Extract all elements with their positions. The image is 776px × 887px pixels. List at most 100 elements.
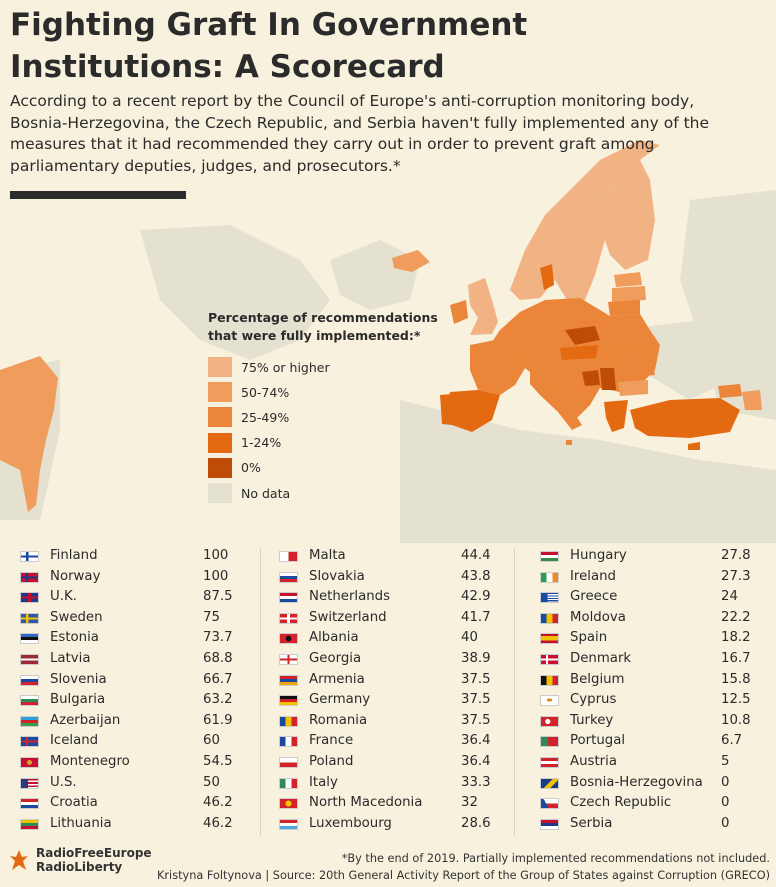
country-name: Austria	[570, 754, 617, 769]
legend-item: No data	[208, 483, 290, 503]
uk-flag-icon	[20, 592, 39, 604]
region-serbia	[600, 368, 616, 390]
country-value: 12.5	[721, 692, 751, 708]
country-name: Hungary	[570, 548, 627, 563]
table-row: Bulgaria 63.2	[20, 690, 260, 711]
table-row: Italy 33.3	[279, 773, 519, 794]
title-underline	[10, 191, 186, 199]
country-name: Greece	[570, 589, 618, 605]
country-name: Bosnia-Herzegovina	[570, 774, 703, 790]
country-value: 0	[721, 815, 730, 831]
moldova-flag-icon	[540, 612, 559, 624]
table-row: Slovenia 66.7	[20, 670, 260, 691]
footnote: *By the end of 2019. Partially implement…	[341, 852, 770, 865]
region-finland	[605, 160, 655, 270]
country-name: Romania	[309, 712, 368, 728]
armenia-flag-icon	[279, 674, 298, 686]
source-credit: Kristyna Foltynova | Source: 20th Genera…	[157, 869, 770, 882]
cyprus-flag-icon	[540, 695, 559, 707]
region-latvia	[612, 286, 646, 302]
azerbaijan-flag-icon	[20, 715, 39, 727]
region-bosnia	[582, 370, 600, 386]
region-czech	[565, 326, 600, 345]
table-row: Bosnia-Herzegovina 0	[540, 773, 776, 794]
country-value: 100	[203, 548, 229, 563]
country-value: 46.2	[203, 815, 233, 831]
bulgaria-flag-icon	[20, 695, 39, 707]
country-name: Netherlands	[309, 589, 391, 605]
netherlands-flag-icon	[279, 592, 298, 604]
country-value: 28.6	[461, 815, 491, 831]
switzerland-flag-icon	[279, 612, 298, 624]
country-name: Estonia	[50, 630, 99, 646]
country-value: 54.5	[203, 754, 233, 769]
country-value: 36.4	[461, 733, 491, 749]
legend-swatch	[208, 407, 232, 428]
region-estonia	[614, 272, 642, 287]
legend-swatch	[208, 457, 232, 478]
table-row: Cyprus 12.5	[540, 690, 776, 711]
poland-flag-icon	[279, 757, 298, 768]
table-row: Greece 24	[540, 587, 776, 608]
legend-label: 75% or higher	[241, 359, 330, 375]
legend-swatch	[208, 483, 232, 503]
logo-line-2: RadioLiberty	[36, 860, 123, 874]
country-value: 0	[721, 795, 730, 811]
region-spain	[448, 390, 500, 432]
country-name: Moldova	[570, 609, 626, 625]
serbia-flag-icon	[540, 818, 559, 830]
ireland-flag-icon	[540, 571, 559, 583]
country-value: 68.8	[203, 651, 233, 666]
lithuania-flag-icon	[20, 818, 39, 830]
italy-flag-icon	[279, 777, 298, 789]
rferl-logo: RadioFreeEurope RadioLiberty	[8, 846, 152, 874]
europe-map	[0, 140, 776, 543]
country-name: Azerbaijan	[50, 712, 121, 728]
region-cyprus	[688, 442, 700, 450]
greece-flag-icon	[540, 592, 559, 604]
country-value: 0	[721, 774, 730, 790]
country-name: Slovenia	[50, 671, 107, 687]
country-name: Turkey	[570, 712, 614, 728]
legend-label: 0%	[241, 460, 261, 476]
turkey-flag-icon	[540, 715, 559, 727]
country-name: Slovakia	[309, 568, 365, 584]
legend-swatch	[208, 432, 232, 453]
north-macedonia-flag-icon	[279, 798, 298, 810]
region-austria	[560, 345, 598, 360]
luxembourg-flag-icon	[279, 818, 298, 830]
malta-flag-icon	[279, 551, 298, 562]
sweden-flag-icon	[20, 612, 39, 624]
belgium-flag-icon	[540, 674, 559, 686]
no-data-land	[0, 190, 776, 543]
country-value: 33.3	[461, 774, 491, 790]
region-azerbaijan	[742, 390, 762, 410]
table-row: Switzerland 41.7	[279, 608, 519, 629]
region-us	[0, 356, 58, 512]
country-value: 41.7	[461, 609, 491, 625]
norway-flag-icon	[20, 571, 39, 583]
region-sweden	[555, 185, 620, 305]
slovakia-flag-icon	[279, 571, 298, 583]
legend-label: 1-24%	[241, 435, 282, 451]
table-row: Denmark 16.7	[540, 649, 776, 670]
finland-flag-icon	[20, 551, 39, 562]
column-divider	[514, 548, 515, 836]
table-row: Hungary 27.8	[540, 546, 776, 567]
table-row: Albania 40	[279, 628, 519, 649]
table-row: Turkey 10.8	[540, 711, 776, 732]
slovenia-flag-icon	[20, 674, 39, 686]
denmark-flag-icon	[540, 654, 559, 665]
country-value: 66.7	[203, 671, 233, 687]
country-name: Malta	[309, 548, 346, 563]
country-name: Luxembourg	[309, 815, 392, 831]
country-name: Switzerland	[309, 609, 387, 625]
table-row: Belgium 15.8	[540, 670, 776, 691]
albania-flag-icon	[279, 633, 298, 645]
region-uk	[468, 278, 498, 335]
country-value: 22.2	[721, 609, 751, 625]
legend-label: 50-74%	[241, 384, 290, 400]
table-row: Finland 100	[20, 546, 260, 567]
country-value: 43.8	[461, 568, 491, 584]
